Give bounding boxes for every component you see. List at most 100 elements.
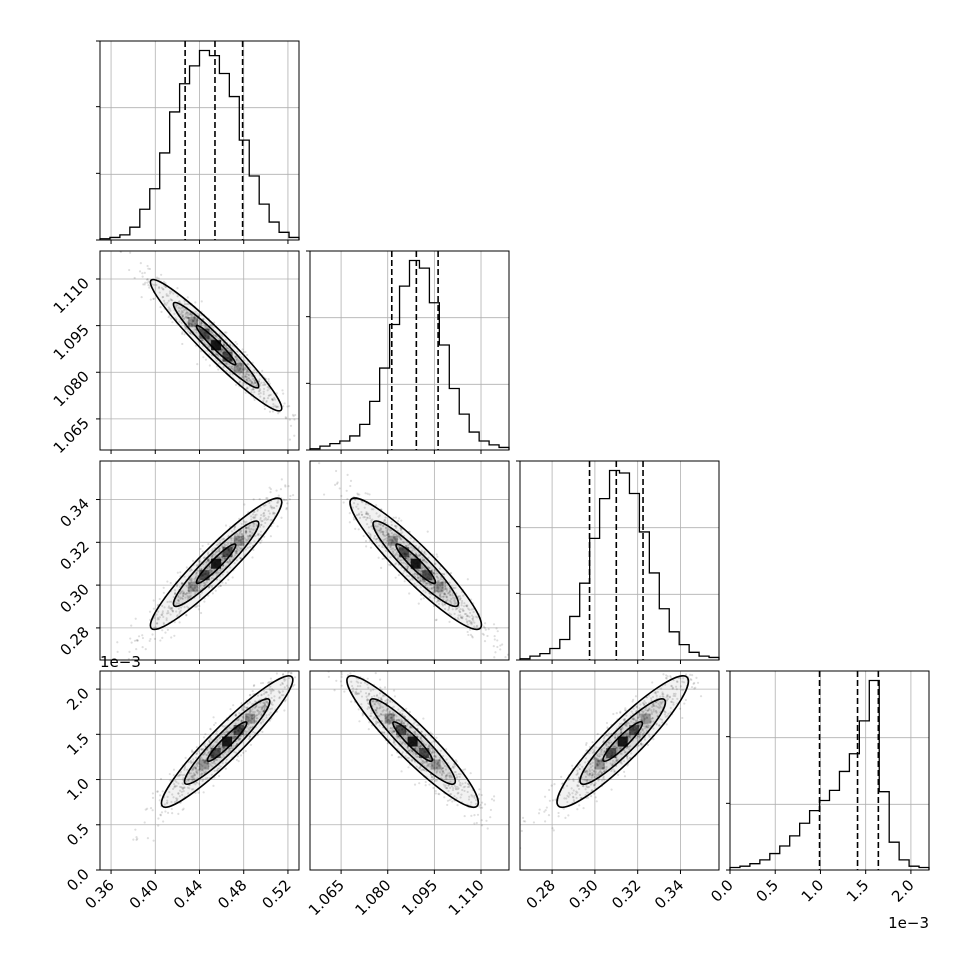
scatter-point <box>454 597 457 600</box>
scatter-point <box>153 616 156 620</box>
scatter-point <box>432 748 435 751</box>
scatter-point <box>193 324 197 327</box>
scatter-point <box>217 354 220 358</box>
scatter-point <box>375 722 378 725</box>
scatter-point <box>234 550 238 553</box>
scatter-point <box>281 682 284 686</box>
scatter-point <box>574 793 577 796</box>
scatter-point <box>157 286 161 290</box>
scatter-point <box>263 383 266 386</box>
scatter-point <box>231 735 234 738</box>
scatter-point <box>262 515 265 518</box>
scatter-point <box>383 686 387 689</box>
scatter-point <box>192 320 196 323</box>
scatter-point <box>443 573 446 576</box>
density-bin <box>199 759 210 770</box>
scatter-point <box>393 695 397 698</box>
scatter-point <box>163 606 166 609</box>
scatter-point <box>273 512 276 515</box>
scatter-point <box>382 731 386 734</box>
scatter-point <box>365 512 368 515</box>
scatter-point <box>162 621 165 624</box>
scatter-point <box>385 717 388 720</box>
scatter-point <box>408 530 411 533</box>
scatter-point <box>209 571 212 574</box>
scatter-point <box>431 765 434 768</box>
scatter-point <box>132 838 135 841</box>
scatter-point <box>148 286 151 289</box>
scatter-point <box>378 714 381 718</box>
scatter-point <box>166 301 169 304</box>
scatter-point <box>167 306 170 309</box>
scatter-point <box>417 554 421 558</box>
scatter-point <box>238 361 242 364</box>
scatter-point <box>271 398 275 401</box>
scatter-point <box>192 766 195 769</box>
scatter-point <box>253 382 256 385</box>
scatter-point <box>155 276 159 279</box>
scatter-point <box>439 584 442 587</box>
scatter-point <box>371 518 374 521</box>
scatter-point <box>396 538 399 541</box>
density-contour <box>392 721 434 763</box>
scatter-point <box>239 538 242 541</box>
scatter-point <box>185 585 189 588</box>
scatter-point <box>428 743 431 747</box>
scatter-point <box>190 750 194 753</box>
scatter-point <box>239 362 242 365</box>
scatter-point <box>494 651 497 654</box>
scatter-point <box>162 586 165 589</box>
scatter-point <box>236 742 239 746</box>
scatter-point <box>480 793 483 797</box>
scatter-point <box>180 309 183 313</box>
scatter-point <box>440 768 443 772</box>
scatter-point <box>234 714 237 717</box>
scatter-point <box>203 771 206 774</box>
scatter-point <box>224 582 227 585</box>
scatter-point <box>219 351 222 354</box>
scatter-point <box>262 381 266 384</box>
scatter-point <box>495 627 498 630</box>
scatter-point <box>248 701 252 704</box>
scatter-point <box>379 523 382 526</box>
scatter-point <box>235 751 238 754</box>
scatter-point <box>269 692 272 695</box>
scatter-point <box>238 533 241 536</box>
scatter-point <box>586 778 589 782</box>
scatter-point <box>245 539 248 542</box>
scatter-point <box>230 365 234 368</box>
scatter-point <box>418 579 421 583</box>
scatter-point <box>481 806 484 809</box>
scatter-point <box>178 300 181 303</box>
scatter-point <box>446 803 449 807</box>
scatter-point <box>463 814 466 818</box>
scatter-point <box>217 585 220 588</box>
scatter-point <box>152 297 155 300</box>
scatter-point <box>194 766 197 770</box>
scatter-point <box>264 504 267 507</box>
scatter-point <box>237 738 240 741</box>
scatter-point <box>201 772 204 776</box>
scatter-point <box>141 272 144 275</box>
scatter-point <box>207 586 211 589</box>
scatter-point <box>195 768 198 772</box>
scatter-point <box>285 506 288 510</box>
scatter-point <box>180 582 184 585</box>
scatter-point <box>237 360 240 363</box>
scatter-point <box>384 541 388 545</box>
scatter-point <box>129 637 132 640</box>
scatter-point <box>244 529 248 532</box>
scatter-point <box>428 762 431 765</box>
scatter-point <box>414 747 417 750</box>
scatter-point <box>441 591 444 594</box>
scatter-point <box>567 795 570 799</box>
scatter-point <box>399 737 402 740</box>
scatter-point <box>214 553 217 556</box>
scatter-point <box>419 586 422 589</box>
scatter-point <box>390 541 393 544</box>
scatter-point <box>161 613 164 616</box>
scatter-point <box>380 698 384 701</box>
scatter-point <box>246 376 249 379</box>
scatter-point <box>133 276 136 280</box>
scatter-point <box>185 310 188 314</box>
